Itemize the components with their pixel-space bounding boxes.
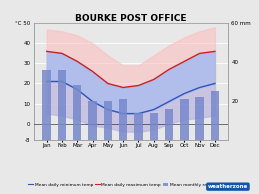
Bar [134,113,143,140]
Bar [58,70,66,140]
Bar [149,113,158,140]
Bar [165,109,173,140]
Bar [73,85,82,140]
Bar [104,101,112,140]
Bar [119,99,127,140]
Bar [88,101,97,140]
Bar [211,91,219,140]
Bar [180,99,189,140]
Bar [42,70,51,140]
Legend: Highest/lowest on record, Highest/lowest on record: Highest/lowest on record, Highest/lowest… [26,193,154,194]
Text: weatherzone: weatherzone [208,184,248,189]
Title: BOURKE POST OFFICE: BOURKE POST OFFICE [75,14,186,23]
Bar [195,97,204,140]
